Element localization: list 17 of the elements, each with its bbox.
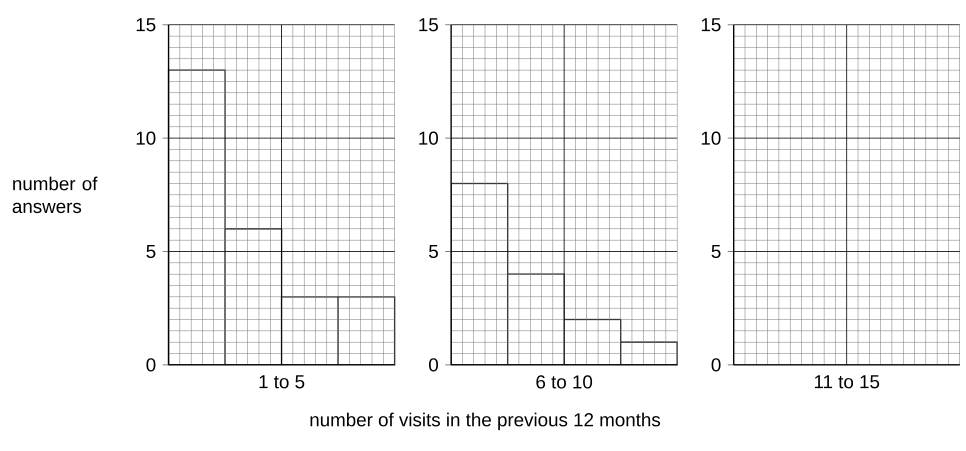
- y-tick-label: 10: [419, 131, 438, 145]
- y-tick-label: 0: [712, 358, 721, 372]
- y-axis-title: number of answers: [12, 176, 98, 214]
- y-tick-label: 10: [136, 131, 156, 145]
- text: number of visits in the previous 12 months: [310, 412, 660, 430]
- y-tick-label: 15: [702, 18, 720, 32]
- y-tick-label: 15: [419, 18, 438, 32]
- y-tick-label: 5: [429, 244, 438, 258]
- y-tick-label: 5: [146, 244, 156, 258]
- x-axis-title: 1 to 5: [260, 375, 304, 388]
- y-tick-label: 0: [146, 358, 156, 372]
- x-axis-title: 6 to 10: [536, 375, 592, 389]
- y-tick-label: 5: [712, 244, 721, 258]
- y-tick-label: 15: [136, 18, 156, 32]
- y-tick-label: 10: [702, 131, 721, 145]
- y-tick-label: 0: [429, 358, 438, 372]
- x-axis-title: 11 to 15: [814, 375, 880, 388]
